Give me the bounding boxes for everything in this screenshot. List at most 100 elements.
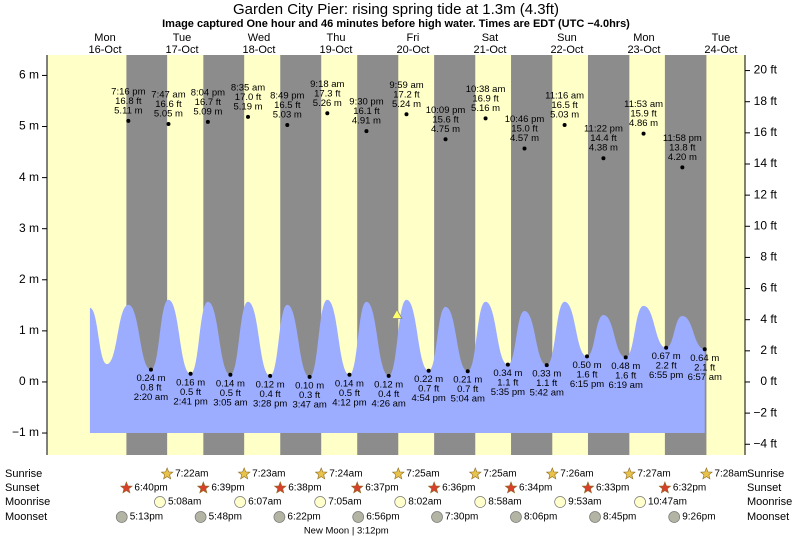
tide-label: 11:53 am bbox=[624, 99, 663, 110]
event-time: 6:07am bbox=[248, 497, 281, 508]
tide-point bbox=[386, 373, 391, 378]
tide-label: 17.3 ft bbox=[314, 88, 341, 99]
tide-label: 7:16 pm bbox=[111, 86, 145, 97]
tide-point bbox=[148, 367, 153, 372]
tide-label: 16.9 ft bbox=[472, 93, 499, 104]
tide-label: 8:49 pm bbox=[270, 91, 304, 102]
tide-label: 3:47 am bbox=[292, 399, 326, 410]
moon-icon bbox=[510, 511, 522, 523]
tide-label: 9:59 am bbox=[389, 80, 423, 91]
tide-label: 0.5 ft bbox=[220, 388, 241, 399]
tide-point bbox=[443, 137, 448, 142]
y2-tick-label: −4 ft bbox=[753, 436, 777, 450]
tide-point bbox=[623, 355, 628, 360]
y2-tick-label: 0 ft bbox=[760, 374, 777, 388]
current-level bbox=[391, 308, 403, 319]
day-date: 20-Oct bbox=[396, 44, 429, 56]
sun-icon bbox=[119, 481, 133, 494]
y2-tick-label: 4 ft bbox=[760, 312, 777, 326]
sun-icon bbox=[160, 467, 174, 480]
tide-label: 0.48 m bbox=[611, 361, 640, 372]
tide-point bbox=[126, 118, 131, 123]
tide-label: 0.16 m bbox=[176, 377, 205, 388]
event-time: 6:40pm bbox=[134, 483, 167, 494]
tide-point bbox=[562, 122, 567, 127]
tide-label: 14.4 ft bbox=[590, 133, 617, 144]
row-label: Moonset bbox=[5, 511, 47, 523]
moon-icon bbox=[431, 511, 443, 523]
water-level bbox=[89, 299, 705, 434]
tide-point bbox=[544, 363, 549, 368]
moon-icon bbox=[474, 496, 487, 508]
sun-icon bbox=[545, 467, 559, 480]
y-tick-label: 1 m bbox=[19, 323, 39, 337]
event-time: 8:45pm bbox=[603, 512, 636, 523]
day-date: 22-Oct bbox=[550, 44, 583, 56]
tide-label: 0.34 m bbox=[493, 368, 522, 379]
tide-label: 4.57 m bbox=[510, 133, 539, 144]
y-tick-label: 3 m bbox=[19, 221, 39, 235]
tide-label: 0.33 m bbox=[532, 369, 561, 380]
tide-label: 0.21 m bbox=[453, 375, 482, 386]
tide-point bbox=[347, 372, 352, 377]
event-time: 7:28am bbox=[714, 469, 747, 480]
day-name: Wed bbox=[248, 32, 270, 44]
y-tick-label: 6 m bbox=[19, 68, 39, 82]
tide-label: 5.16 m bbox=[471, 103, 500, 114]
tide-label: 11:58 pm bbox=[663, 133, 702, 144]
event-time: 5:48pm bbox=[209, 512, 242, 523]
tide-label: 5:35 pm bbox=[491, 387, 525, 398]
moon-phase: New Moon | 3:12pm bbox=[304, 526, 389, 537]
y2-tick-label: 2 ft bbox=[760, 343, 777, 357]
tide-label: 5.09 m bbox=[193, 106, 222, 117]
sun-icon bbox=[350, 481, 364, 494]
event-time: 8:58am bbox=[488, 497, 521, 508]
tide-point bbox=[505, 362, 510, 367]
tide-label: 2.2 ft bbox=[656, 361, 677, 372]
tide-label: 3:05 am bbox=[213, 397, 247, 408]
tide-label: 10:46 pm bbox=[505, 114, 545, 125]
tide-label: 4.75 m bbox=[431, 124, 460, 135]
day-name: Tue bbox=[712, 32, 731, 44]
tide-point bbox=[601, 156, 606, 161]
day-name: Tue bbox=[173, 32, 192, 44]
day-date: 21-Oct bbox=[473, 44, 506, 56]
plot-area bbox=[47, 55, 745, 455]
tide-label: 6:57 am bbox=[688, 372, 722, 383]
tide-point bbox=[166, 121, 171, 126]
event-time: 7:24am bbox=[329, 469, 362, 480]
tide-label: 1.1 ft bbox=[497, 378, 518, 389]
moon-icon bbox=[352, 511, 365, 523]
tide-point bbox=[285, 122, 290, 127]
tide-label: 6:55 pm bbox=[649, 370, 683, 381]
tide-point bbox=[307, 374, 312, 379]
tide-label: 0.14 m bbox=[216, 378, 245, 389]
y2-tick-label: 6 ft bbox=[760, 281, 777, 295]
event-time: 6:37pm bbox=[365, 483, 398, 494]
row-label: Moonset bbox=[747, 511, 789, 523]
tide-label: 0.5 ft bbox=[339, 388, 360, 399]
event-time: 6:22pm bbox=[287, 512, 320, 523]
event-time: 8:06pm bbox=[524, 512, 557, 523]
tide-point bbox=[426, 368, 431, 373]
tide-point bbox=[702, 347, 707, 352]
y2-tick-label: 8 ft bbox=[760, 250, 777, 264]
row-label: Sunrise bbox=[5, 468, 42, 480]
tide-label: 1.6 ft bbox=[615, 370, 636, 381]
sun-icon bbox=[196, 481, 210, 494]
tide-label: 4:26 am bbox=[372, 398, 406, 409]
tide-label: 10:09 pm bbox=[426, 105, 466, 116]
tide-point bbox=[680, 165, 685, 170]
y2-tick-label: 14 ft bbox=[754, 156, 778, 170]
event-time: 9:26pm bbox=[682, 512, 715, 523]
event-time: 6:36pm bbox=[442, 483, 475, 494]
moon-icon bbox=[394, 496, 407, 508]
event-time: 5:08am bbox=[168, 497, 201, 508]
moon-icon bbox=[554, 496, 567, 508]
tide-point bbox=[246, 114, 251, 119]
sun-icon bbox=[504, 481, 518, 494]
tide-label: 4.91 m bbox=[352, 116, 381, 127]
row-label: Moonrise bbox=[5, 496, 50, 508]
chart-subtitle: Image captured One hour and 46 minutes b… bbox=[162, 18, 630, 30]
